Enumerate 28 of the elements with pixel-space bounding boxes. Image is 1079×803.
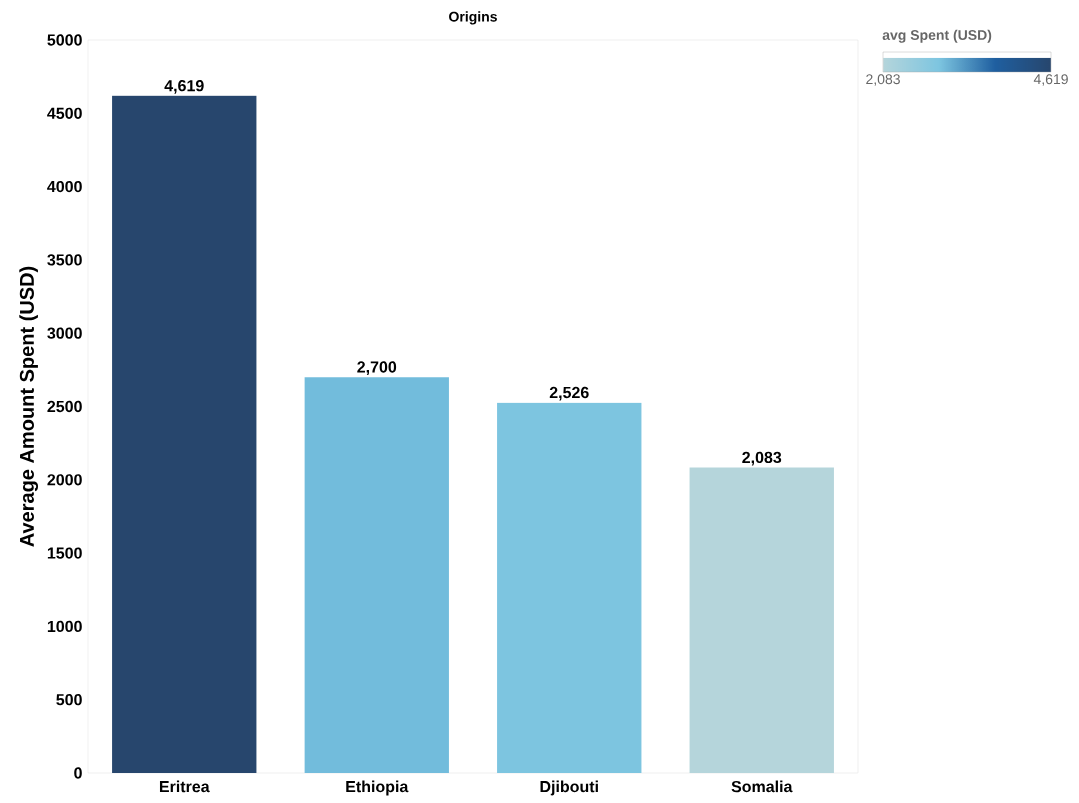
x-tick-label: Ethiopia — [346, 780, 409, 796]
bar — [689, 467, 834, 773]
y-tick-label: 0 — [74, 767, 82, 779]
x-tick-label: Eritrea — [159, 780, 210, 793]
y-axis-title: Average Amount Spent (USD) — [19, 266, 39, 547]
y-tick-label: 3000 — [47, 327, 82, 339]
color-bar-label: 4,619 — [1033, 74, 1068, 86]
y-tick-label: 1500 — [47, 547, 82, 559]
color-bar-title: avg Spent (USD) — [882, 29, 992, 43]
data-label: 2,083 — [742, 451, 782, 466]
chart-title: Origins — [449, 11, 497, 25]
bar — [304, 377, 449, 773]
y-tick-label: 2000 — [47, 474, 82, 486]
y-tick-label: 500 — [56, 694, 82, 706]
y-tick-label: 3500 — [47, 254, 82, 266]
bar — [112, 95, 257, 773]
y-tick-label: 2500 — [47, 400, 82, 413]
data-label: 2,526 — [549, 386, 589, 401]
y-tick-label: 4500 — [47, 107, 82, 119]
y-tick-label: 1000 — [47, 620, 82, 633]
x-tick-label: Djibouti — [540, 780, 598, 796]
data-label: 4,619 — [164, 80, 204, 94]
x-tick-label: Somalia — [731, 780, 793, 793]
y-tick-label: 4000 — [47, 180, 82, 193]
color-bar-label: 2,083 — [866, 74, 900, 86]
data-label: 2,700 — [357, 361, 397, 375]
bar — [497, 402, 642, 773]
y-tick-label: 5000 — [47, 34, 82, 46]
